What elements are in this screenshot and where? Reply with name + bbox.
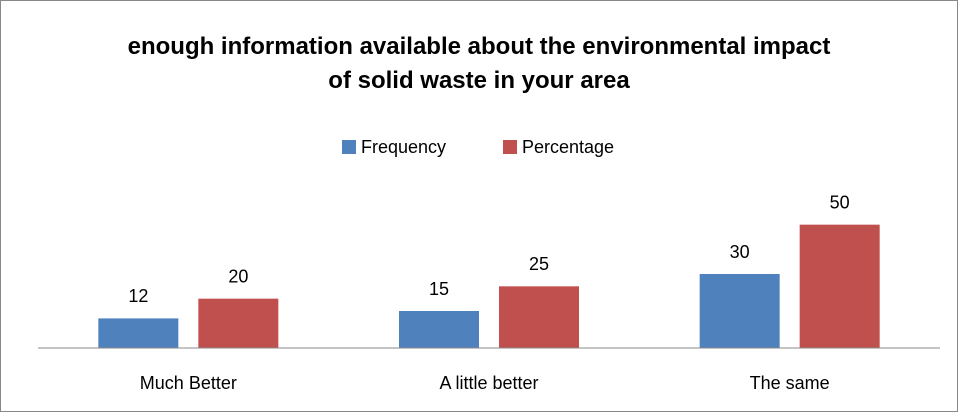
data-label: 50 xyxy=(830,192,850,212)
legend-swatch xyxy=(342,140,356,154)
bar xyxy=(699,274,780,348)
data-label: 20 xyxy=(228,266,248,286)
data-label: 25 xyxy=(529,254,549,274)
legend-swatch xyxy=(503,140,517,154)
data-label: 12 xyxy=(128,286,148,306)
legend-label: Percentage xyxy=(522,137,614,157)
bar xyxy=(198,298,279,348)
data-label: 30 xyxy=(730,242,750,262)
x-tick-label: The same xyxy=(750,373,830,393)
bar xyxy=(799,224,880,348)
bar xyxy=(98,318,179,348)
legend-label: Frequency xyxy=(361,137,446,157)
data-label: 15 xyxy=(429,279,449,299)
x-tick-label: A little better xyxy=(439,373,538,393)
bar xyxy=(399,311,479,348)
chart-title: enough information available about the e… xyxy=(127,33,831,94)
x-tick-label: Much Better xyxy=(140,373,237,393)
bar xyxy=(499,286,579,348)
